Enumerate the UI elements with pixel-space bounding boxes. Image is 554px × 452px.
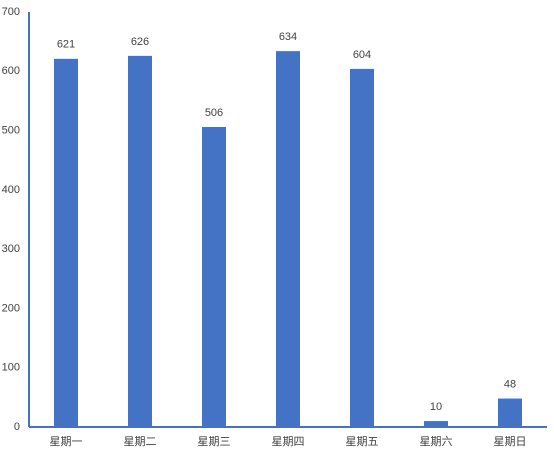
bar	[128, 55, 152, 427]
x-tick-label: 星期六	[420, 435, 453, 448]
x-tick-label: 星期五	[346, 435, 379, 448]
data-label: 634	[279, 31, 297, 43]
bar	[424, 421, 448, 427]
data-label: 48	[504, 378, 516, 390]
bar	[202, 127, 226, 427]
data-label: 626	[131, 36, 149, 48]
bar	[54, 58, 78, 427]
bar	[498, 398, 522, 427]
bar	[350, 68, 374, 428]
y-tick-label: 600	[2, 65, 20, 77]
bar	[276, 51, 300, 427]
y-tick-label: 200	[2, 302, 20, 314]
x-tick-label: 星期四	[272, 435, 305, 448]
data-label: 10	[430, 401, 442, 413]
y-tick-label: 700	[2, 6, 20, 18]
x-tick-label: 星期三	[198, 435, 231, 448]
y-tick-label: 500	[2, 124, 20, 136]
y-tick-label: 100	[2, 362, 20, 374]
data-label: 621	[57, 39, 75, 51]
x-tick-label: 星期一	[50, 435, 83, 448]
y-tick-label: 0	[14, 421, 20, 433]
y-tick-label: 300	[2, 243, 20, 255]
data-label: 506	[205, 107, 223, 119]
x-tick-label: 星期日	[494, 435, 527, 448]
x-tick-label: 星期二	[124, 435, 157, 448]
data-label: 604	[353, 49, 371, 61]
y-tick-label: 400	[2, 184, 20, 196]
